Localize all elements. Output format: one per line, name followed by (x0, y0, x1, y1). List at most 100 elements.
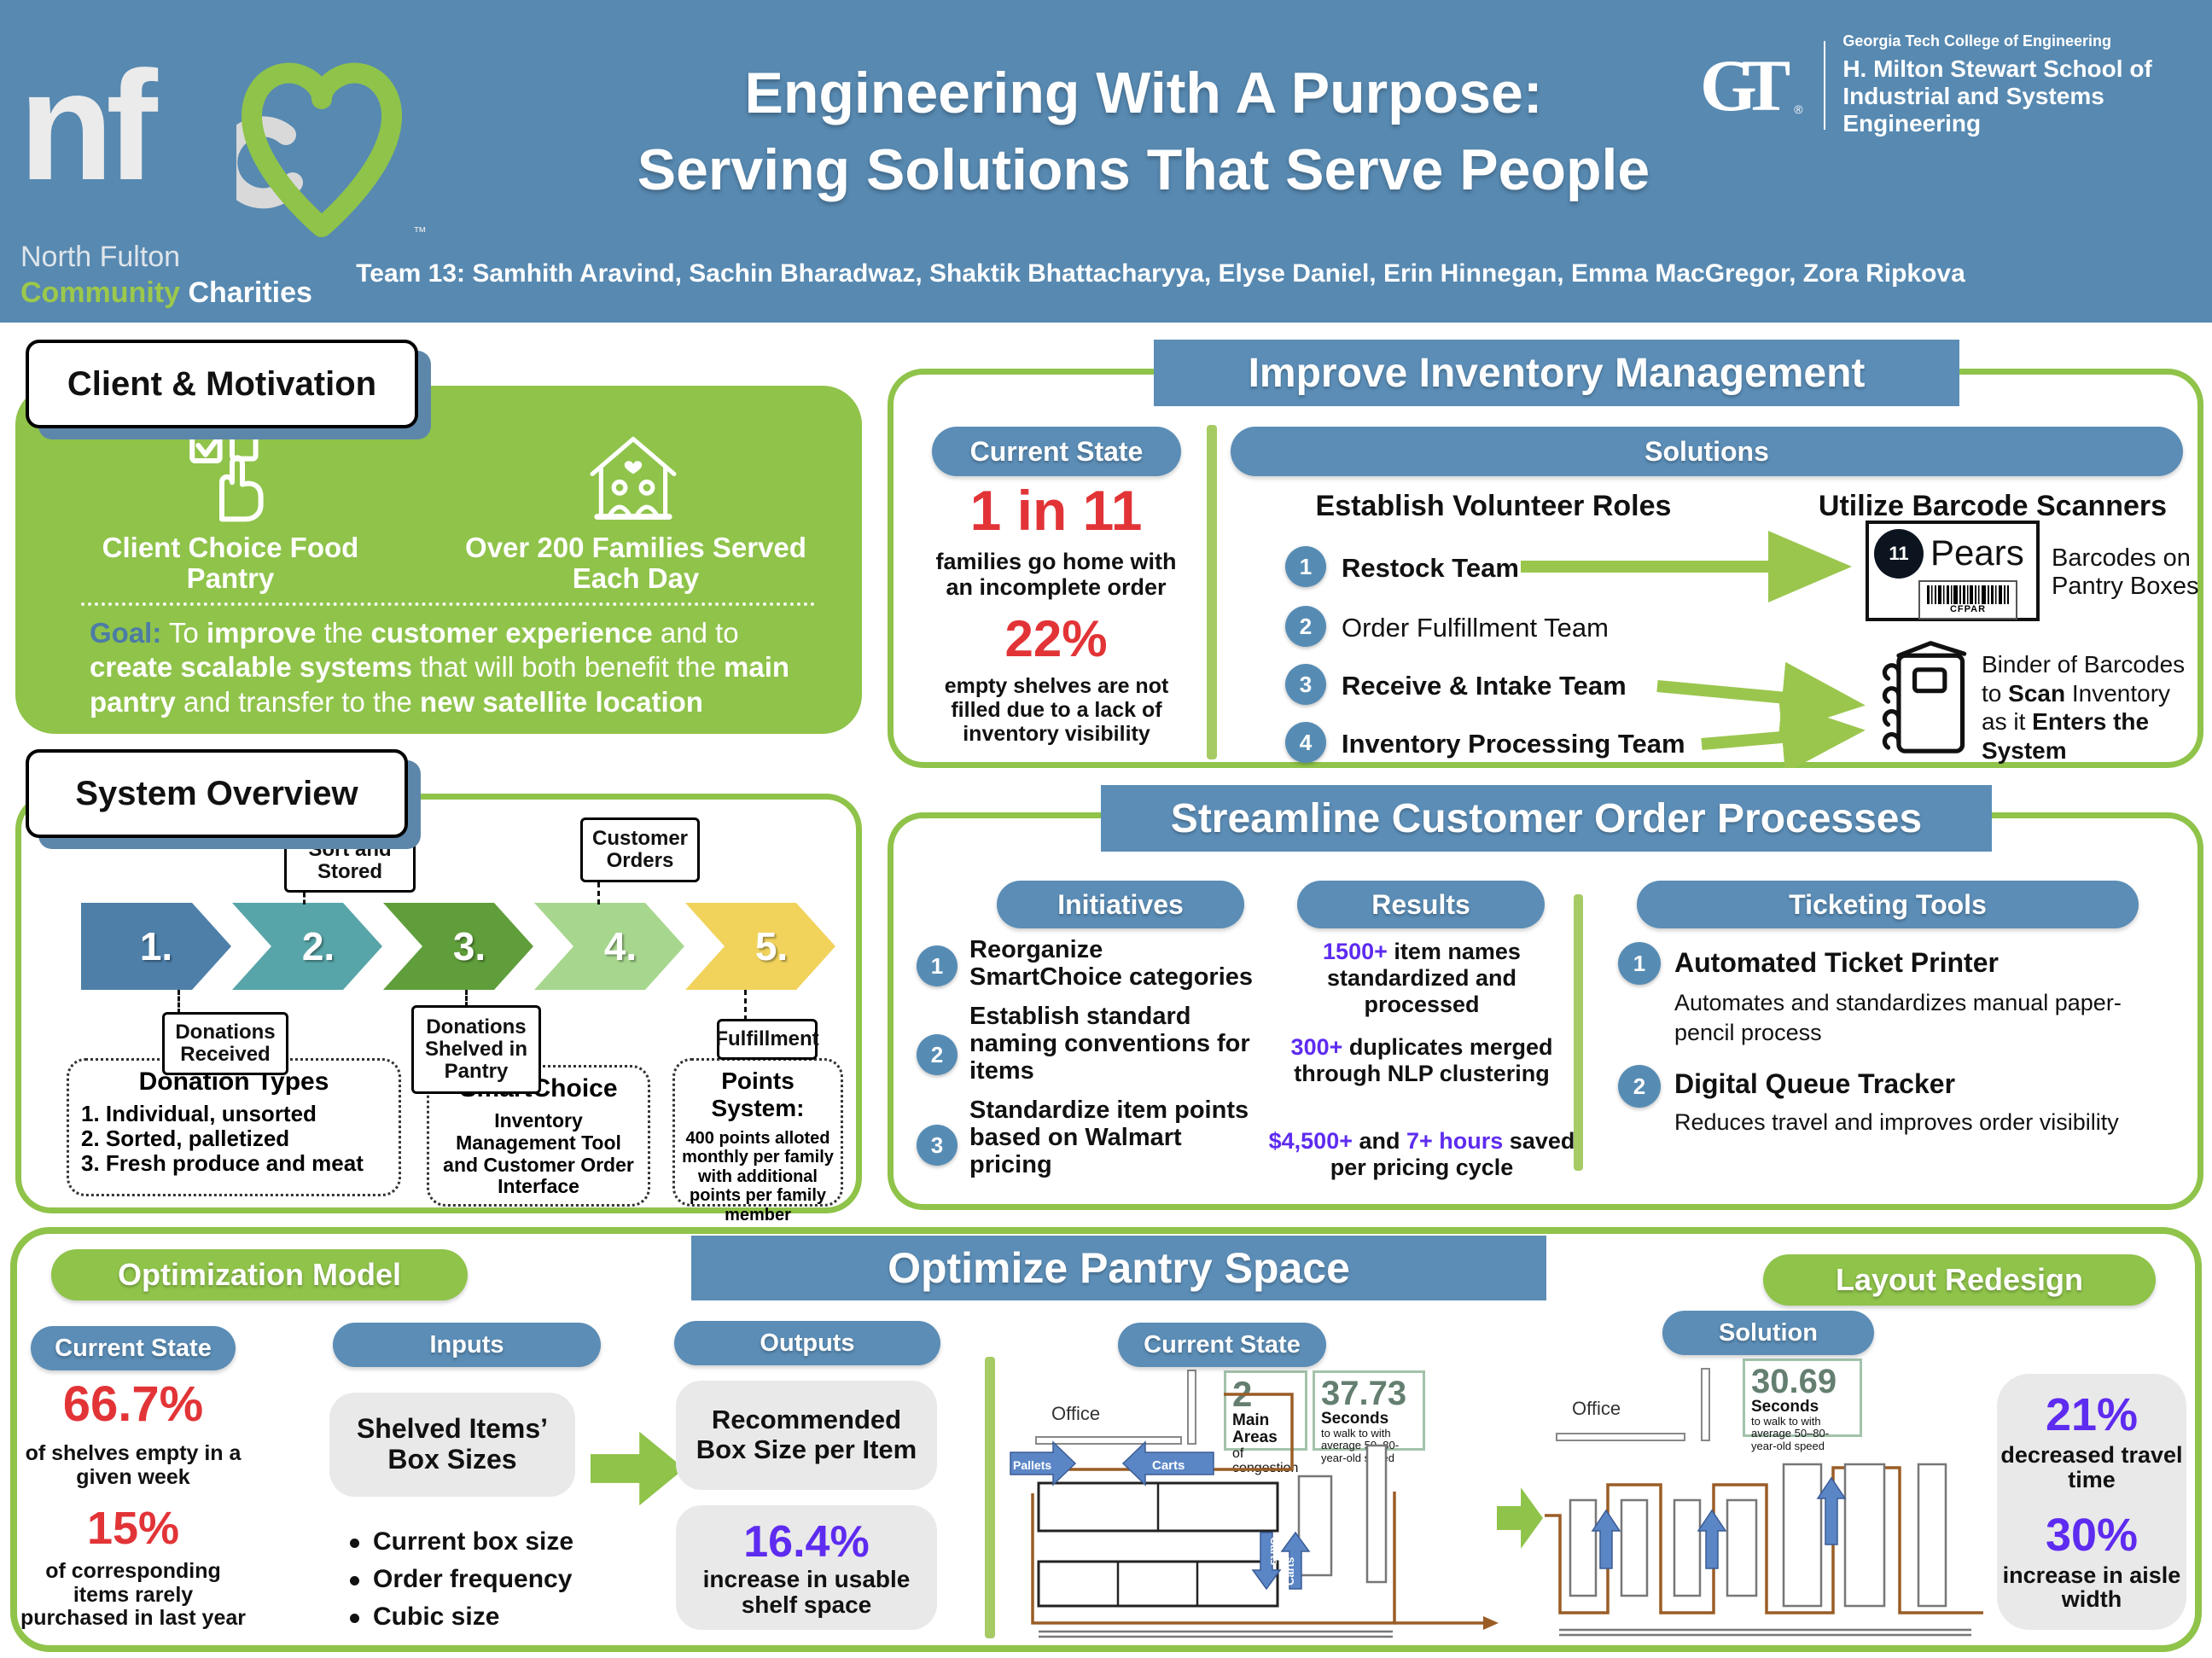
list-item: 1. Individual, unsorted (81, 1101, 399, 1126)
office-label: Office (1051, 1403, 1100, 1424)
stat-21: 21% (2045, 1389, 2139, 1441)
solutions-pill: Solutions (1231, 427, 2183, 476)
stat-21-desc: decreased travel time (2000, 1442, 2183, 1492)
initiative-1: Reorganize SmartChoice categories (969, 936, 1254, 991)
pill-label: Results (1371, 888, 1470, 920)
barcode-text: CFPAR (1949, 604, 1987, 614)
solutions-arrows (1521, 531, 1866, 768)
nfcc-org-charities: Charities (180, 276, 312, 309)
nfcc-org-line1: North Fulton (20, 241, 181, 273)
optimization-model-pill: Optimization Model (51, 1249, 468, 1300)
client-motivation-title-box: Client & Motivation (26, 340, 418, 428)
client-motivation-title: Client & Motivation (67, 364, 377, 403)
goal-seg: that will both benefit the (411, 651, 724, 684)
callout-fulfillment: Fulfillment (715, 1019, 819, 1060)
role-number-1: 1 (1285, 546, 1326, 587)
stat-22pct: 22% (1004, 610, 1108, 667)
pill-label: Solutions (1644, 435, 1769, 467)
pallets-arrow-icon (1010, 1440, 1077, 1486)
step-number: 5. (754, 924, 789, 969)
stat-label: Seconds (1751, 1398, 1819, 1416)
carts-up-label: Carts (1284, 1557, 1296, 1585)
stat-label: Main Areas (1232, 1411, 1278, 1446)
tool-number-2: 2 (1618, 1065, 1661, 1108)
tool-2-desc: Reduces travel and improves order visibi… (1674, 1109, 2119, 1135)
result-3: $4,500+ and 7+ hours saved per pricing c… (1268, 1128, 1575, 1181)
gt-college-line: Georgia Tech College of Engineering (1842, 32, 2112, 49)
bullet-dot (350, 1575, 359, 1585)
callout-donations-shelved: Donations Shelved in Pantry (411, 1005, 541, 1094)
opt-current-state-pill: Current State (31, 1326, 236, 1370)
barcode-scanners-title: Utilize Barcode Scanners (1818, 490, 2168, 522)
list-num: 2. (81, 1126, 100, 1152)
list-text: Fresh produce and meat (105, 1150, 364, 1177)
donation-types-box: Donation Types 1. Individual, unsorted 2… (67, 1058, 401, 1196)
floor-solution-pill: Solution (1662, 1311, 1874, 1355)
gt-logo: GT (1700, 44, 1790, 126)
system-overview-title: System Overview (75, 774, 358, 812)
points-system-body: 400 points alloted monthly per family wi… (682, 1129, 834, 1225)
nfcc-org-line2: Community Charities (20, 276, 312, 310)
carts-down-arrow-icon (1251, 1532, 1282, 1591)
inputs-bullets: Current box size Order frequency Cubic s… (350, 1527, 573, 1632)
goal-seg-bold: improve (206, 617, 317, 649)
stat-16-4-desc: increase in usable shelf space (702, 1566, 911, 1618)
outputs-pill: Outputs (674, 1321, 940, 1365)
goal-seg: and to (652, 617, 739, 649)
initiative-number-3: 3 (917, 1125, 958, 1166)
flow-up-arrow-icon (1697, 1509, 1727, 1569)
binder-icon (1882, 641, 1967, 753)
list-num: 3. (81, 1150, 100, 1177)
volunteer-roles-title: Establish Volunteer Roles (1315, 490, 1672, 522)
goal-seg: To (161, 617, 207, 649)
tool-1-desc: Automates and standardizes manual paper-… (1674, 990, 2122, 1046)
role-number-3: 3 (1285, 664, 1326, 705)
optimize-divider (985, 1357, 995, 1638)
list-num: 1. (81, 1101, 100, 1126)
gt-divider (1823, 40, 1826, 130)
shelf (1569, 1498, 1598, 1597)
role-number-2: 2 (1285, 606, 1326, 647)
shelf-tall (1782, 1463, 1823, 1608)
result-text: and (1352, 1128, 1406, 1154)
connector-dash (744, 990, 747, 1021)
pears-label: Pears (1930, 532, 2024, 573)
binder-caption: Binder of Barcodes to Scan Inventory as … (1982, 650, 2200, 765)
step-number: 4. (603, 924, 637, 969)
stat-label: Seconds (1321, 1410, 1389, 1428)
binder-caption-bold: Scan (2008, 679, 2066, 707)
header: nf ™ North Fulton Community Charities En… (0, 0, 2212, 323)
pill-label: Outputs (760, 1329, 855, 1357)
stat-number: 37.73 (1321, 1375, 1407, 1412)
connector-dash (465, 990, 468, 1007)
list-text: Sorted, palletized (105, 1126, 290, 1152)
goal-seg-bold: create scalable systems (90, 651, 412, 684)
goal-seg: the (316, 617, 371, 649)
result-highlight: 300+ (1290, 1034, 1343, 1060)
pill-label: Ticketing Tools (1789, 888, 1987, 920)
bullet-item: Current box size (350, 1527, 573, 1556)
points-system-title: Points System: (711, 1068, 805, 1121)
initiative-number-1: 1 (917, 945, 958, 986)
barcode-bars (1927, 585, 2009, 604)
result-highlight: 7+ hours (1406, 1128, 1504, 1154)
result-highlight: $4,500+ (1268, 1128, 1353, 1154)
list-item: 2. Sorted, palletized (81, 1126, 399, 1151)
connector-dash (178, 990, 180, 1014)
step-number: 2. (301, 924, 335, 969)
stat-16-4: 16.4% (743, 1517, 870, 1568)
nfcc-heart-icon (236, 62, 402, 237)
system-overview-title-box: System Overview (26, 749, 408, 838)
flow-up-arrow-icon (1816, 1476, 1847, 1545)
initiatives-pill: Initiatives (997, 881, 1244, 928)
shelf-row-2 (1037, 1560, 1279, 1608)
optimize-title: Optimize Pantry Space (888, 1244, 1350, 1292)
gt-registered-mark: ® (1794, 102, 1803, 116)
result-text: item names standardized and processed (1326, 939, 1521, 1018)
client-choice-icon (189, 430, 264, 522)
gt-school-line1: H. Milton Stewart School of (1842, 55, 2152, 82)
stat-30-desc: increase in aisle width (2002, 1562, 2181, 1613)
stat-30: 30% (2045, 1510, 2139, 1561)
inventory-divider (1207, 425, 1217, 759)
streamline-title: Streamline Customer Order Processes (1170, 795, 1923, 841)
